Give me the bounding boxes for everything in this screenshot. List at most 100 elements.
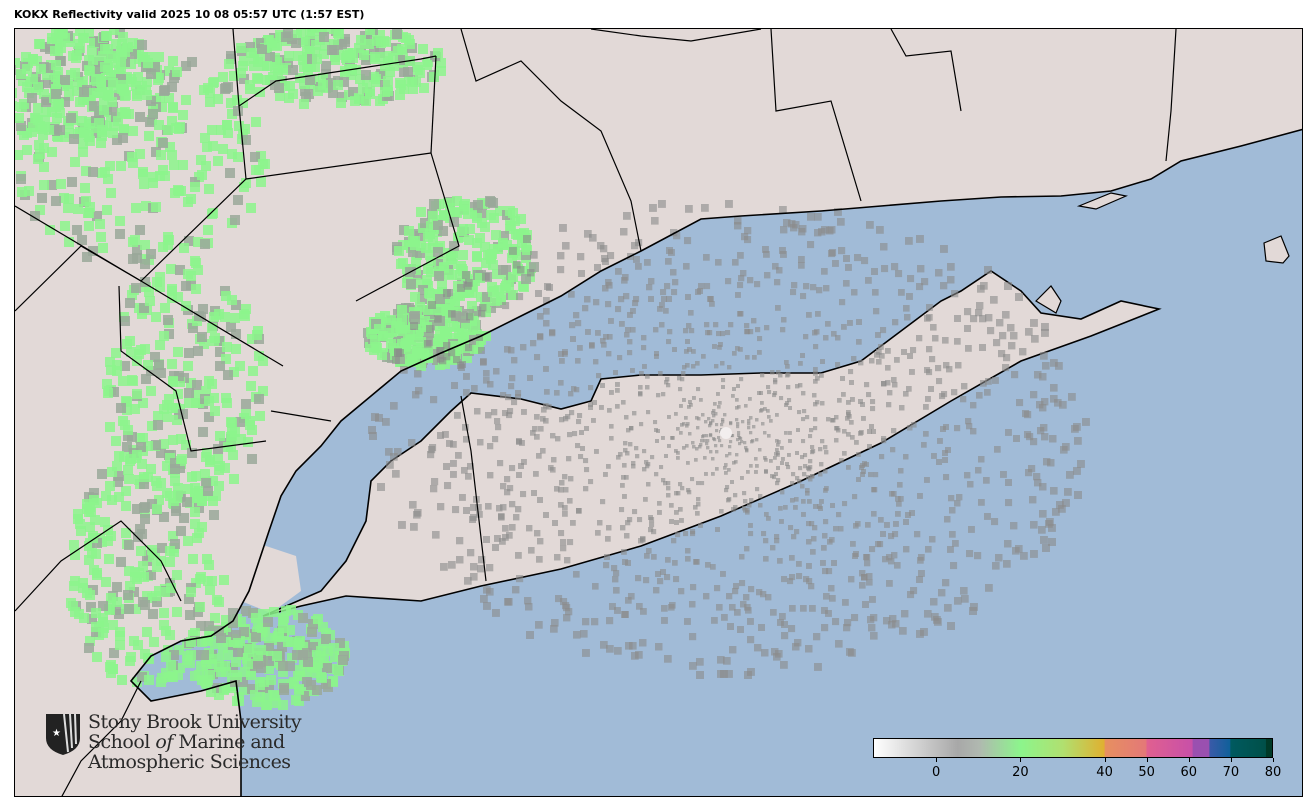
clutter-echo	[818, 447, 823, 452]
rain-echo	[256, 645, 266, 655]
clutter-echo	[659, 322, 665, 328]
rain-echo	[102, 90, 112, 100]
clutter-echo	[650, 455, 655, 460]
rain-echo	[335, 638, 345, 648]
rain-echo	[88, 55, 98, 65]
rain-echo	[234, 121, 244, 131]
clutter-echo	[770, 609, 777, 616]
rain-echo	[253, 74, 263, 84]
rain-echo	[208, 476, 218, 486]
clutter-echo	[910, 587, 918, 595]
clutter-echo	[787, 453, 791, 457]
clutter-echo	[554, 554, 561, 561]
clutter-echo	[855, 521, 861, 527]
clutter-echo	[688, 400, 692, 404]
rain-echo	[241, 409, 251, 419]
clutter-echo	[621, 277, 628, 284]
rain-echo	[69, 540, 79, 550]
clutter-echo	[645, 385, 650, 390]
clutter-echo	[966, 423, 973, 430]
rain-echo	[100, 62, 110, 72]
clutter-echo	[726, 498, 731, 503]
clutter-echo	[860, 472, 865, 477]
rain-echo	[15, 65, 16, 75]
rain-echo	[250, 152, 260, 162]
rain-echo	[184, 398, 194, 408]
rain-echo	[420, 218, 430, 228]
rain-echo	[140, 259, 150, 269]
radar-map[interactable]	[14, 28, 1303, 797]
clutter-echo	[555, 595, 563, 603]
clutter-echo	[629, 426, 634, 431]
clutter-echo	[578, 270, 585, 277]
rain-echo	[410, 292, 420, 302]
rain-echo	[95, 219, 105, 229]
clutter-echo	[428, 301, 436, 309]
rain-echo	[126, 454, 136, 464]
clutter-echo	[630, 308, 636, 314]
rain-echo	[302, 667, 312, 677]
rain-echo	[139, 472, 149, 482]
rain-echo	[375, 96, 385, 106]
clutter-echo	[687, 405, 691, 409]
rain-echo	[74, 77, 84, 87]
rain-echo	[196, 155, 206, 165]
clutter-echo	[567, 432, 573, 438]
rain-echo	[254, 165, 264, 175]
clutter-echo	[758, 503, 763, 508]
rain-echo	[270, 63, 280, 73]
clutter-echo	[898, 468, 904, 474]
clutter-echo	[630, 327, 636, 333]
rain-echo	[415, 68, 425, 78]
clutter-echo	[589, 342, 595, 348]
rain-echo	[492, 269, 502, 279]
rain-echo	[92, 88, 102, 98]
clutter-echo	[663, 481, 668, 486]
rain-echo	[143, 653, 153, 663]
rain-echo	[168, 531, 178, 541]
clutter-echo	[774, 279, 781, 286]
clutter-echo	[780, 251, 787, 258]
rain-echo	[116, 403, 126, 413]
rain-echo	[120, 361, 130, 371]
clutter-echo	[661, 392, 666, 397]
clutter-echo	[703, 254, 710, 261]
rain-echo	[215, 361, 225, 371]
clutter-echo	[752, 425, 756, 429]
rain-echo	[207, 323, 217, 333]
clutter-echo	[886, 402, 892, 408]
clutter-echo	[1007, 324, 1015, 332]
clutter-echo	[813, 633, 821, 641]
clutter-echo	[817, 504, 822, 509]
clutter-echo	[637, 517, 643, 523]
clutter-echo	[791, 282, 798, 289]
clutter-echo	[805, 491, 810, 496]
rain-echo	[167, 150, 177, 160]
clutter-echo	[787, 398, 792, 403]
rain-echo	[172, 570, 182, 580]
clutter-echo	[921, 278, 929, 286]
clutter-echo	[899, 405, 905, 411]
clutter-echo	[835, 640, 843, 648]
rain-echo	[45, 225, 55, 235]
clutter-echo	[794, 497, 799, 502]
clutter-echo	[537, 334, 544, 341]
rain-echo	[247, 684, 257, 694]
rain-echo	[295, 636, 305, 646]
clutter-echo	[700, 481, 705, 486]
clutter-echo	[793, 505, 798, 510]
rain-echo	[105, 357, 115, 367]
rain-echo	[146, 386, 156, 396]
clutter-echo	[887, 390, 893, 396]
rain-echo	[106, 188, 116, 198]
clutter-echo	[914, 531, 921, 538]
clutter-echo	[767, 390, 772, 395]
clutter-echo	[619, 507, 625, 513]
rain-echo	[15, 150, 23, 160]
clutter-echo	[832, 618, 840, 626]
rain-echo	[295, 73, 305, 83]
rain-echo	[194, 489, 204, 499]
clutter-echo	[711, 457, 715, 461]
rain-echo	[83, 130, 93, 140]
clutter-echo	[685, 205, 693, 213]
